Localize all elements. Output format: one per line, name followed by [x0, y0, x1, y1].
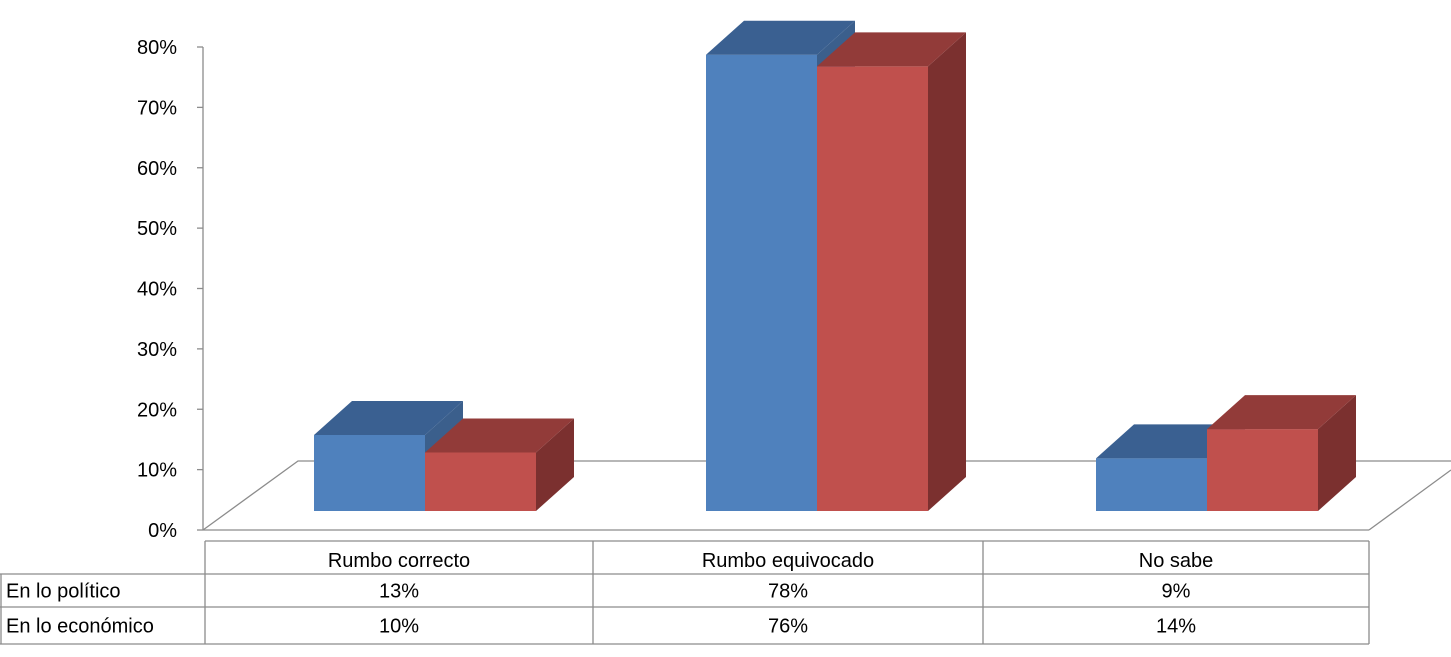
bars — [314, 20, 1356, 512]
bar-1 — [706, 54, 817, 511]
bar-side-2 — [536, 418, 574, 511]
bar-top-1 — [706, 20, 855, 55]
bar-top-2 — [817, 32, 966, 67]
data-label: 9% — [1162, 581, 1191, 603]
y-tick-label: 40% — [137, 279, 177, 301]
category-label: No sabe — [1139, 550, 1214, 572]
y-tick-label: 20% — [137, 399, 177, 421]
data-table: Rumbo correcto Rumbo equivocado No sabe En … — [0, 540, 1370, 645]
y-tick-label: 70% — [137, 97, 177, 119]
y-tick-label: 50% — [137, 218, 177, 240]
data-label: 76% — [768, 616, 808, 638]
chart-floor — [202, 460, 1451, 531]
bar-1 — [1096, 458, 1207, 511]
data-label: 10% — [379, 616, 419, 638]
floor-right-edge — [1368, 469, 1451, 531]
bar-top-1 — [314, 400, 463, 435]
bar-top-2 — [425, 418, 574, 453]
bar-2 — [817, 66, 928, 512]
y-tick-label: 80% — [137, 37, 177, 59]
y-axis: 0% 10% 20% 30% 40% 50% 60% 70% 80% — [137, 37, 204, 542]
y-tick-label: 30% — [137, 339, 177, 361]
bar-side-2 — [1318, 395, 1356, 511]
data-label: 78% — [768, 581, 808, 603]
bar-2 — [425, 452, 536, 511]
bar-2 — [1207, 429, 1318, 511]
data-label: 13% — [379, 581, 419, 603]
category-label: Rumbo equivocado — [702, 550, 874, 572]
series-label: En lo económico — [6, 616, 154, 638]
y-tick-label: 10% — [137, 460, 177, 482]
data-label: 14% — [1156, 616, 1196, 638]
bar-1 — [314, 434, 425, 511]
floor-back-edge — [202, 460, 1451, 531]
category-label: Rumbo correcto — [328, 550, 470, 572]
y-tick-label: 0% — [148, 520, 177, 542]
y-tick-label: 60% — [137, 158, 177, 180]
bar-side-2 — [928, 32, 966, 512]
bar-top-2 — [1207, 395, 1356, 430]
series-label: En lo político — [6, 581, 121, 603]
